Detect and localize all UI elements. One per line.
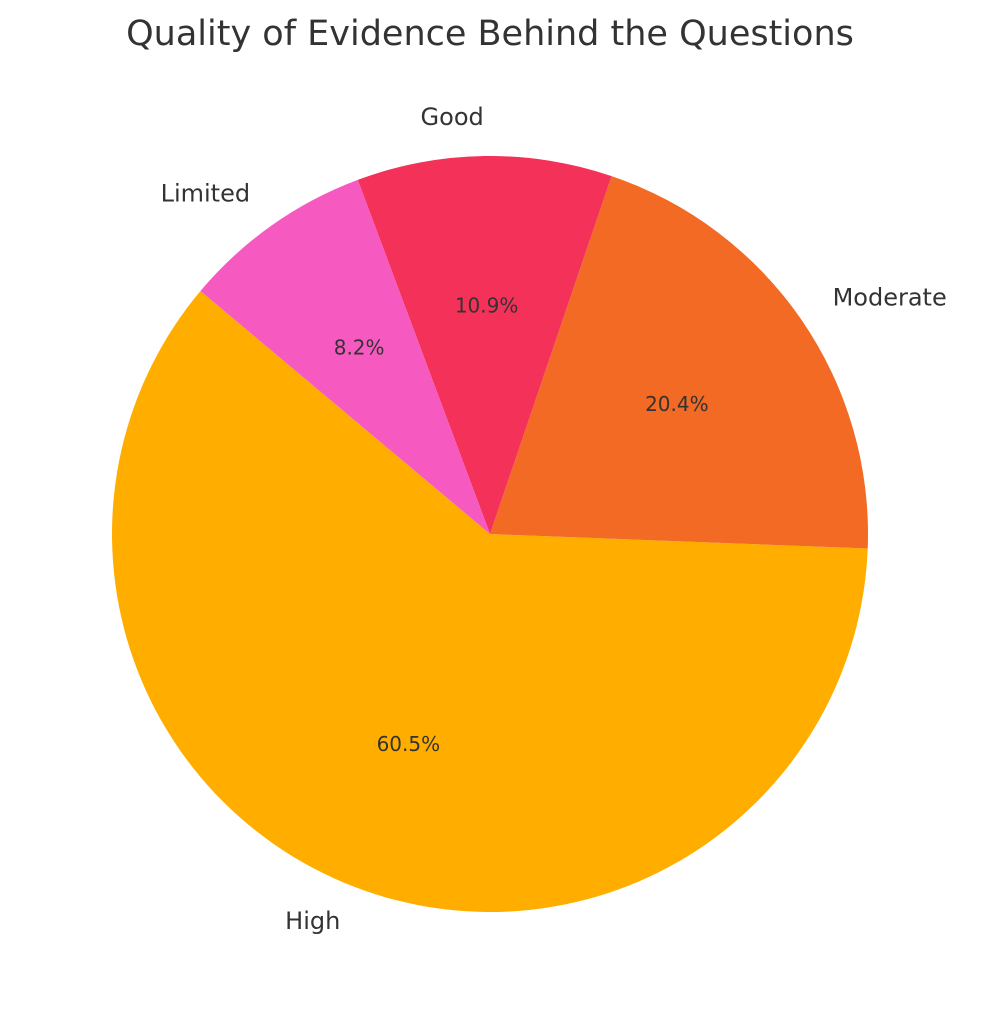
slice-label: Limited xyxy=(161,179,251,207)
percent-label: 60.5% xyxy=(377,732,441,756)
pie-slice xyxy=(357,156,612,534)
chart-title: Quality of Evidence Behind the Questions xyxy=(126,14,854,54)
slice-label: Moderate xyxy=(833,283,947,311)
percent-label: 20.4% xyxy=(645,392,709,416)
percent-label: 10.9% xyxy=(455,294,519,318)
slice-label: Good xyxy=(421,103,484,131)
pie-slice xyxy=(200,179,491,534)
pie-slice xyxy=(111,291,868,913)
percent-label: 8.2% xyxy=(334,335,385,359)
pie-slice xyxy=(490,176,868,549)
slice-label: High xyxy=(285,907,340,935)
